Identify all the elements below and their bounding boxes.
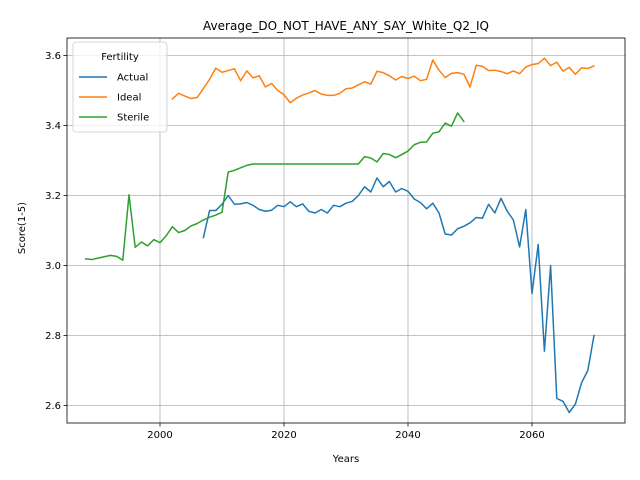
x-tick-label: 2000 [147, 430, 172, 441]
legend-label-sterile: Sterile [117, 113, 149, 124]
legend-label-ideal: Ideal [117, 93, 141, 104]
y-tick-label: 2.6 [45, 401, 61, 412]
y-tick-label: 3.6 [45, 51, 61, 62]
legend-items: Actual Ideal Sterile [79, 73, 149, 124]
y-tick-label: 3.0 [45, 261, 61, 272]
legend: Fertility Actual Ideal Sterile [72, 41, 168, 133]
series-lines [84, 57, 595, 414]
x-axis-label: Years [332, 454, 359, 465]
x-tick-label: 2060 [519, 430, 544, 441]
y-tick-label: 2.8 [45, 331, 61, 342]
legend-title: Fertility [101, 52, 139, 63]
y-tick-label: 3.4 [45, 121, 61, 132]
x-tick-label: 2020 [271, 430, 296, 441]
y-tick-label: 3.2 [45, 191, 61, 202]
legend-label-actual: Actual [117, 73, 148, 84]
y-axis-label: Score(1-5) [17, 202, 28, 254]
series-line-sterile [84, 112, 465, 261]
legend-box [72, 41, 168, 133]
x-tick-label: 2040 [395, 430, 420, 441]
y-axis-ticks: 2.6 2.8 3.0 3.2 3.4 3.6 [45, 51, 67, 412]
plot-area-frame [66, 37, 626, 424]
series-line-ideal [171, 57, 595, 104]
chart-title: Average_DO_NOT_HAVE_ANY_SAY_White_Q2_IQ [203, 19, 489, 33]
series-line-actual [202, 177, 595, 414]
x-axis-ticks: 2000 2020 2040 2060 [147, 423, 545, 441]
